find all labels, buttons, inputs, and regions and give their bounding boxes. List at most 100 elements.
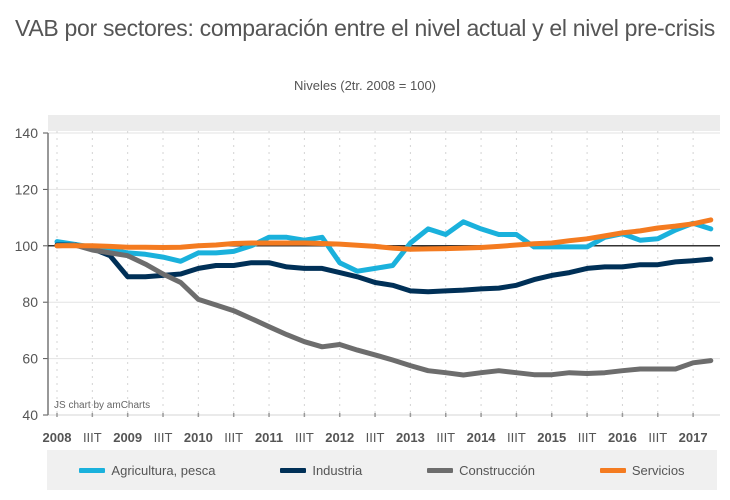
x-axis: 2008 IIIT 2009 IIIT 2010 IIIT 2011 IIIT 2012 IIIT… bbox=[43, 413, 708, 445]
data-point bbox=[125, 245, 130, 250]
data-point bbox=[267, 240, 272, 245]
legend-item[interactable]: Industria bbox=[280, 463, 362, 478]
data-point bbox=[585, 236, 590, 241]
y-tick-label: 100 bbox=[15, 238, 39, 254]
data-point bbox=[479, 286, 484, 291]
data-point bbox=[496, 232, 501, 237]
data-point bbox=[337, 242, 342, 247]
data-point bbox=[214, 303, 219, 308]
data-point bbox=[178, 272, 183, 277]
data-point bbox=[408, 363, 413, 368]
data-point bbox=[655, 367, 660, 372]
data-point bbox=[178, 245, 183, 250]
data-point bbox=[72, 243, 77, 248]
legend-label: Servicios bbox=[631, 462, 685, 478]
data-point bbox=[496, 368, 501, 373]
data-point bbox=[708, 257, 713, 262]
data-point bbox=[161, 272, 166, 277]
legend-item[interactable]: Agricultura, pesca bbox=[79, 463, 215, 478]
data-point bbox=[178, 280, 183, 285]
data-point bbox=[178, 259, 183, 264]
data-point bbox=[443, 370, 448, 375]
data-point bbox=[143, 262, 148, 267]
data-point bbox=[196, 266, 201, 271]
x-tick-label: 2014 bbox=[467, 430, 497, 445]
data-point bbox=[320, 266, 325, 271]
data-point bbox=[673, 259, 678, 264]
data-point bbox=[249, 316, 254, 321]
data-point bbox=[302, 339, 307, 344]
data-point bbox=[514, 370, 519, 375]
data-point bbox=[161, 245, 166, 250]
data-point bbox=[585, 266, 590, 271]
data-point bbox=[373, 352, 378, 357]
amcharts-credit[interactable]: JS chart by amCharts bbox=[54, 400, 150, 411]
data-point bbox=[708, 226, 713, 231]
data-point bbox=[496, 244, 501, 249]
x-tick-label: 2013 bbox=[396, 430, 425, 445]
x-tick-label: 2008 bbox=[43, 430, 72, 445]
data-point bbox=[284, 240, 289, 245]
x-tick-label: 2009 bbox=[113, 430, 142, 445]
data-point bbox=[602, 370, 607, 375]
data-point bbox=[479, 245, 484, 250]
data-point bbox=[655, 226, 660, 231]
data-point bbox=[408, 247, 413, 252]
data-point bbox=[638, 238, 643, 243]
data-point bbox=[302, 266, 307, 271]
data-point bbox=[532, 241, 537, 246]
data-point bbox=[90, 243, 95, 248]
y-tick-label: 80 bbox=[22, 294, 38, 310]
legend-item[interactable]: Construcción bbox=[427, 463, 535, 478]
series-line-construccion bbox=[54, 242, 714, 378]
data-point bbox=[549, 240, 554, 245]
x-tick-label: 2016 bbox=[608, 430, 637, 445]
data-point bbox=[620, 368, 625, 373]
data-point bbox=[355, 348, 360, 353]
data-point bbox=[320, 241, 325, 246]
data-point bbox=[426, 226, 431, 231]
data-point bbox=[108, 250, 113, 255]
data-point bbox=[267, 235, 272, 240]
data-point bbox=[549, 273, 554, 278]
data-point bbox=[373, 244, 378, 249]
data-point bbox=[532, 277, 537, 282]
y-tick-label: 40 bbox=[22, 407, 38, 423]
data-point bbox=[231, 263, 236, 268]
data-point bbox=[602, 264, 607, 269]
legend-label: Industria bbox=[312, 462, 363, 478]
data-point bbox=[196, 243, 201, 248]
data-point bbox=[549, 372, 554, 377]
data-point bbox=[691, 258, 696, 263]
chart-title: VAB por sectores: comparación entre el n… bbox=[15, 15, 715, 41]
x-tick-label: IIIT bbox=[507, 430, 526, 445]
data-point bbox=[426, 289, 431, 294]
data-point bbox=[231, 241, 236, 246]
data-point bbox=[585, 244, 590, 249]
data-point bbox=[461, 288, 466, 293]
data-point bbox=[461, 246, 466, 251]
data-point bbox=[355, 243, 360, 248]
data-point bbox=[231, 249, 236, 254]
data-point bbox=[638, 228, 643, 233]
y-tick-label: 140 bbox=[15, 125, 39, 141]
series-lines bbox=[48, 217, 720, 378]
data-point bbox=[214, 250, 219, 255]
legend-swatch bbox=[599, 467, 626, 473]
data-point bbox=[108, 244, 113, 249]
series-construccion bbox=[54, 242, 714, 378]
data-point bbox=[390, 358, 395, 363]
data-point bbox=[638, 262, 643, 267]
y-tick-label: 120 bbox=[15, 181, 39, 197]
x-tick-label: IIIT bbox=[83, 430, 102, 445]
legend-item[interactable]: Servicios bbox=[599, 462, 685, 478]
data-point bbox=[461, 372, 466, 377]
data-point bbox=[408, 240, 413, 245]
data-point bbox=[514, 232, 519, 237]
data-point bbox=[143, 252, 148, 257]
data-point bbox=[55, 243, 60, 248]
data-point bbox=[214, 263, 219, 268]
x-tick-label: 2015 bbox=[537, 430, 566, 445]
chart-subtitle: Niveles (2tr. 2008 = 100) bbox=[294, 78, 436, 93]
x-tick-label: IIIT bbox=[154, 430, 173, 445]
